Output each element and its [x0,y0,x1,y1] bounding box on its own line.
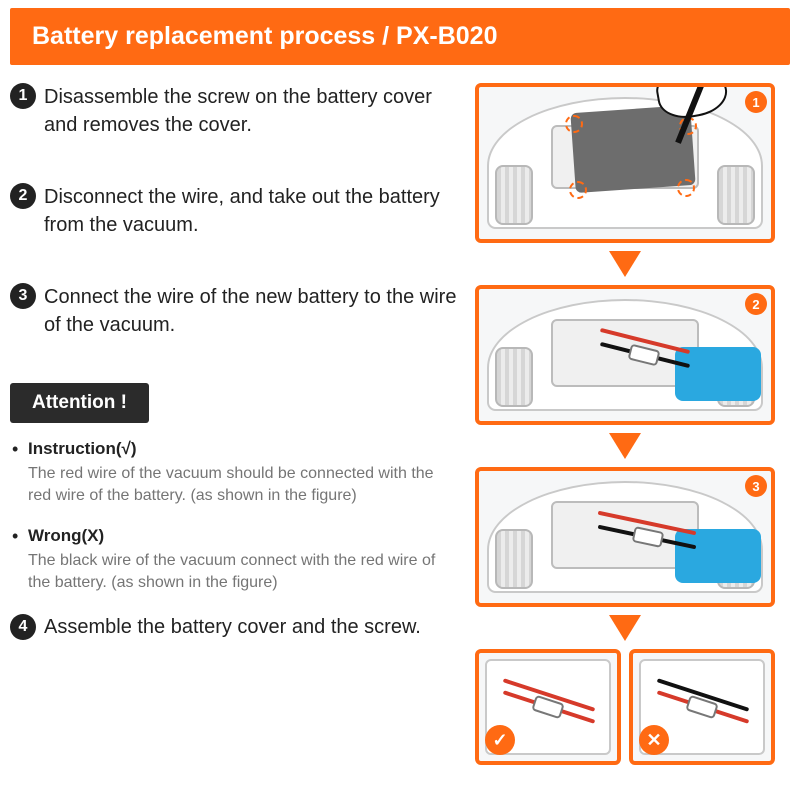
step-item: 4 Assemble the battery cover and the scr… [10,613,458,641]
step-number-badge: 1 [10,83,36,109]
step-number-badge: 4 [10,614,36,640]
main-content: 1 Disassemble the screw on the battery c… [0,83,800,765]
step-text: Disassemble the screw on the battery cov… [44,83,458,139]
diagram-step-3: 3 [475,467,775,607]
battery-icon [675,529,761,583]
attention-item-title: Instruction(√) [28,439,458,459]
screw-marker-icon [569,181,587,199]
step-text: Assemble the battery cover and the screw… [44,613,421,641]
step-item: 3 Connect the wire of the new battery to… [10,283,458,339]
diagram-number-badge: 1 [745,91,767,113]
battery-icon [675,347,761,401]
diagram-step-2: 2 [475,285,775,425]
wheel-icon [495,529,533,589]
arrow-down-icon [609,251,641,277]
diagram-result-pair: ✓ ✕ [475,649,775,765]
step-number-badge: 2 [10,183,36,209]
cross-icon: ✕ [639,725,669,755]
screw-marker-icon [565,115,583,133]
wheel-icon [495,347,533,407]
attention-item-body: The red wire of the vacuum should be con… [28,463,458,506]
step-text: Connect the wire of the new battery to t… [44,283,458,339]
step-number-badge: 3 [10,283,36,309]
attention-item-body: The black wire of the vacuum connect wit… [28,550,458,593]
wheel-icon [717,165,755,225]
attention-badge: Attention ! [10,383,149,423]
attention-item-title: Wrong(X) [28,526,458,546]
header-title: Battery replacement process / PX-B020 [10,8,790,65]
diagram-wrong: ✕ [629,649,775,765]
screw-marker-icon [677,179,695,197]
attention-item: Instruction(√) The red wire of the vacuu… [10,439,458,506]
diagram-column: 1 2 3 [470,83,780,765]
diagram-number-badge: 3 [745,475,767,497]
step-text: Disconnect the wire, and take out the ba… [44,183,458,239]
instructions-column: 1 Disassemble the screw on the battery c… [10,83,470,765]
diagram-correct: ✓ [475,649,621,765]
diagram-step-1: 1 [475,83,775,243]
check-icon: ✓ [485,725,515,755]
arrow-down-icon [609,615,641,641]
attention-item: Wrong(X) The black wire of the vacuum co… [10,526,458,593]
step-item: 2 Disconnect the wire, and take out the … [10,183,458,239]
wheel-icon [495,165,533,225]
step-item: 1 Disassemble the screw on the battery c… [10,83,458,139]
diagram-number-badge: 2 [745,293,767,315]
battery-cover [570,105,695,193]
arrow-down-icon [609,433,641,459]
